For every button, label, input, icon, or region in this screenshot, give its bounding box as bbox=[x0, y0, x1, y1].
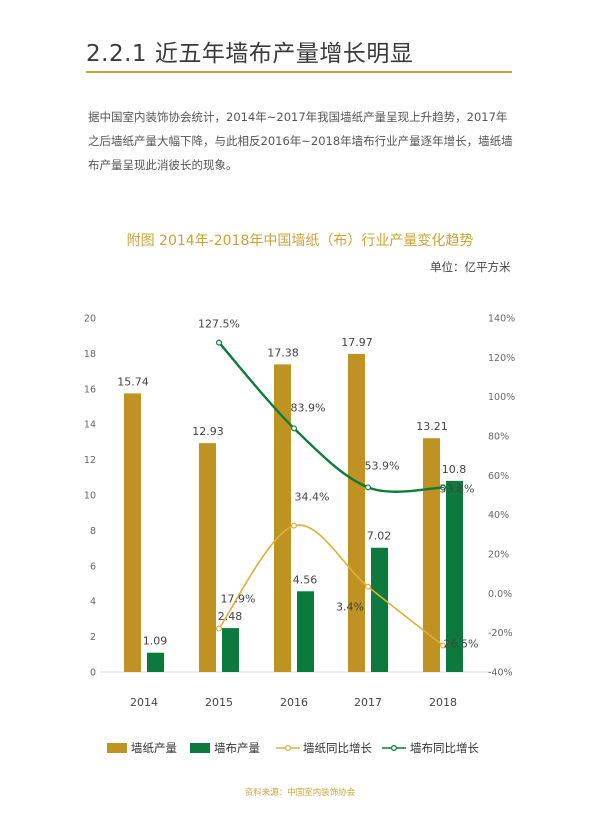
label-wallpaper-growth: 26.5% bbox=[444, 637, 479, 650]
label-wallpaper-growth: 17.9% bbox=[221, 593, 256, 606]
y-tick-label: 14 bbox=[84, 420, 96, 431]
bar-label-wallcloth: 10.8 bbox=[442, 463, 467, 476]
line-wallpaper-growth bbox=[218, 524, 444, 647]
bar-label-wallpaper: 17.38 bbox=[267, 346, 299, 359]
y2-tick-label: -40% bbox=[488, 668, 513, 679]
bar-wallcloth bbox=[297, 591, 314, 672]
bar-wallpaper bbox=[124, 393, 141, 672]
source-note: 资料来源：中国室内装饰协会 bbox=[244, 788, 356, 798]
bar-wallcloth bbox=[446, 480, 463, 672]
y-tick-label: 4 bbox=[90, 597, 96, 608]
y2-tick-label: 80% bbox=[488, 432, 509, 443]
bar-label-wallpaper: 13.21 bbox=[416, 420, 448, 433]
point-wallcloth-growth bbox=[440, 484, 447, 491]
y-tick-label: 20 bbox=[84, 314, 96, 325]
y-tick-label: 10 bbox=[84, 491, 96, 502]
label-wallcloth-growth: 127.5% bbox=[198, 318, 240, 331]
bar-wallpaper bbox=[274, 364, 291, 672]
y2-tick-label: -20% bbox=[488, 628, 513, 639]
y2-tick-label: 120% bbox=[488, 353, 515, 364]
legend-swatch-wallcloth bbox=[190, 743, 210, 753]
label-wallcloth-growth: 53.9% bbox=[365, 459, 400, 472]
bar-wallcloth bbox=[147, 652, 164, 672]
point-wallcloth-growth bbox=[365, 484, 372, 491]
x-tick-label: 2016 bbox=[280, 696, 308, 709]
legend-marker-wallpaper-growth bbox=[285, 744, 292, 751]
y2-tick-label: 140% bbox=[488, 314, 515, 325]
legend-swatch-wallpaper bbox=[107, 743, 127, 753]
y2-tick-label: 40% bbox=[488, 510, 509, 521]
bar-label-wallpaper: 17.97 bbox=[341, 336, 373, 349]
bar-wallpaper bbox=[348, 353, 365, 672]
title-divider bbox=[86, 71, 512, 73]
point-wallcloth-growth bbox=[291, 425, 298, 432]
bar-label-wallpaper: 12.93 bbox=[192, 425, 224, 438]
label-wallcloth-growth: 53.8% bbox=[440, 483, 475, 496]
legend-label-wallcloth-growth: 墙布同比增长 bbox=[410, 741, 479, 755]
label-wallpaper-growth: 34.4% bbox=[295, 491, 330, 504]
y-tick-label: 0 bbox=[90, 668, 96, 679]
y2-tick-label: 60% bbox=[488, 471, 509, 482]
y2-tick-label: 100% bbox=[488, 392, 515, 403]
y-tick-label: 18 bbox=[84, 349, 96, 360]
point-wallpaper-growth bbox=[216, 625, 223, 632]
legend-label-wallpaper-growth: 墙纸同比增长 bbox=[303, 741, 372, 755]
y2-tick-label: 0.0% bbox=[488, 589, 512, 600]
x-tick-label: 2018 bbox=[429, 696, 457, 709]
bar-wallpaper bbox=[423, 438, 440, 672]
bar-wallpaper bbox=[199, 443, 216, 672]
legend-marker-wallcloth-growth bbox=[391, 744, 398, 751]
point-wallpaper-growth bbox=[365, 583, 372, 590]
y-tick-label: 8 bbox=[90, 526, 96, 537]
chart-title: 附图 2014年-2018年中国墙纸（布）行业产量变化趋势 bbox=[126, 233, 474, 249]
intro-paragraph: 据中国室内装饰协会统计，2014年~2017年我国墙纸产量呈现上升趋势，2017… bbox=[88, 110, 513, 172]
x-tick-label: 2014 bbox=[130, 696, 158, 709]
line-wallcloth-growth bbox=[218, 341, 444, 493]
legend-label-wallpaper: 墙纸产量 bbox=[131, 741, 177, 755]
legend-label-wallcloth: 墙布产量 bbox=[214, 741, 260, 755]
bar-wallcloth bbox=[222, 628, 239, 672]
y-tick-label: 6 bbox=[90, 561, 96, 572]
chart-unit: 单位：亿平方米 bbox=[430, 260, 511, 274]
section-title: 2.2.1 近五年墙布产量增长明显 bbox=[86, 41, 414, 67]
y-tick-label: 2 bbox=[90, 632, 96, 643]
x-tick-label: 2017 bbox=[354, 696, 382, 709]
bar-label-wallcloth: 4.56 bbox=[293, 573, 318, 586]
bar-label-wallcloth: 1.09 bbox=[143, 635, 168, 648]
y-tick-label: 12 bbox=[84, 455, 96, 466]
point-wallpaper-growth bbox=[440, 642, 447, 649]
point-wallpaper-growth bbox=[291, 522, 298, 529]
label-wallpaper-growth: 3.4% bbox=[336, 601, 364, 614]
y2-tick-label: 20% bbox=[488, 550, 509, 561]
bar-label-wallpaper: 15.74 bbox=[117, 375, 149, 388]
y-tick-label: 16 bbox=[84, 384, 96, 395]
label-wallcloth-growth: 83.9% bbox=[291, 401, 326, 414]
point-wallcloth-growth bbox=[216, 339, 223, 346]
bar-label-wallcloth: 7.02 bbox=[367, 530, 392, 543]
x-tick-label: 2015 bbox=[205, 696, 233, 709]
bar-wallcloth bbox=[371, 547, 388, 672]
